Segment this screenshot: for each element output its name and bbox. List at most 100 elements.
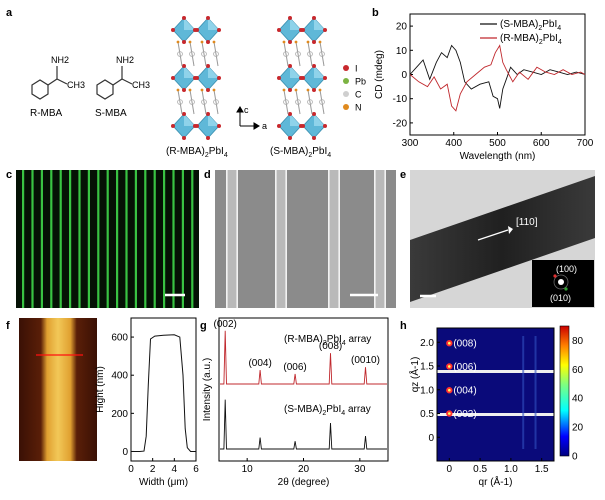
y-tick-label: -20 — [393, 118, 408, 129]
direction-label: [110] — [516, 217, 538, 228]
plot-frame — [409, 13, 586, 136]
phenyl-ring — [283, 99, 289, 105]
x-tick-label: 30 — [354, 464, 366, 475]
iodine-atom — [195, 124, 199, 128]
axis-a-label: a — [262, 121, 267, 131]
iodine-atom — [206, 16, 210, 20]
x-tick-label: 0.5 — [473, 464, 487, 475]
fluorescence-line — [163, 170, 166, 308]
s-mba-label: S-MBA — [95, 108, 127, 119]
legend-atom-i — [343, 65, 349, 71]
fluorescence-line — [125, 170, 128, 308]
nitrogen-atom — [188, 40, 192, 44]
spot-label-010: (010) — [550, 293, 571, 303]
fluorescence-line — [181, 170, 184, 308]
panel-label-b: b — [372, 7, 379, 19]
phenyl-ring — [177, 99, 183, 105]
r-structure-label: (R-MBA)2PbI4 — [166, 146, 228, 159]
octahedron-face — [208, 18, 219, 30]
diffraction-spot-core — [448, 341, 451, 345]
sem-wire-edge — [374, 170, 376, 308]
x-tick-label: 4 — [172, 464, 178, 475]
phenyl-ring — [213, 51, 219, 57]
r-mba-ch3: CH3 — [67, 80, 85, 90]
iodine-atom — [312, 136, 316, 140]
legend-label-n: N — [355, 103, 362, 113]
iodine-atom — [312, 88, 316, 92]
panel-b: b 300 400 500 600 700 20 10 0 -10 -20 (S-MBA)2PbI4… — [372, 7, 594, 162]
crystal-axes-indicator — [236, 106, 260, 130]
y-tick-label: 2.0 — [420, 338, 434, 349]
phenyl-ring — [189, 99, 195, 105]
iodine-atom — [171, 124, 175, 128]
nitrogen-atom — [176, 88, 180, 92]
saed-center-spot — [558, 279, 564, 285]
xrd-pattern-1 — [220, 399, 387, 450]
iodine-atom — [277, 76, 281, 80]
iodine-atom — [217, 124, 221, 128]
x-tick-label: 1.0 — [504, 464, 518, 475]
peak-label-3: (008) — [319, 341, 342, 352]
iodine-atom — [277, 28, 281, 32]
diffraction-spot-core — [448, 412, 451, 415]
panel-label-f: f — [6, 320, 10, 332]
iodine-atom — [206, 40, 210, 44]
iodine-atom — [195, 76, 199, 80]
iodine-atom — [288, 112, 292, 116]
y-tick-label: 600 — [111, 333, 128, 344]
spacer-chain — [295, 41, 301, 67]
iodine-atom — [182, 40, 186, 44]
cd-spectrum-chart: 300 400 500 600 700 20 10 0 -10 -20 (S-MBA)2PbI4(R… — [374, 13, 594, 162]
x-tick-label: 500 — [489, 138, 506, 149]
x-axis-label: 2θ (degree) — [278, 477, 330, 488]
nitrogen-atom — [318, 40, 322, 44]
fluorescence-line — [116, 170, 119, 308]
phenyl-ring — [307, 51, 313, 57]
octahedron-face — [184, 66, 195, 78]
colorbar-tick-label: 80 — [572, 336, 584, 347]
nitrogen-atom — [188, 88, 192, 92]
r-mba-molecule — [31, 66, 68, 100]
iodine-atom — [206, 88, 210, 92]
panel-label-e: e — [400, 169, 406, 181]
fluorescence-line — [40, 170, 43, 308]
sem-wire — [226, 170, 238, 308]
y-axis-label: qz (Å-1) — [408, 357, 421, 393]
spacer-chain — [177, 41, 183, 67]
iodine-atom — [301, 28, 305, 32]
iodine-atom — [288, 40, 292, 44]
y-tick-label: 0 — [428, 433, 434, 444]
spacer-chain — [283, 41, 289, 67]
nitrogen-atom — [306, 88, 310, 92]
phenyl-ring — [283, 51, 289, 57]
octahedron-face — [208, 114, 219, 126]
y-tick-label: -10 — [393, 94, 408, 105]
iodine-atom — [195, 28, 199, 32]
sem-wire — [275, 170, 287, 308]
iodine-atom — [206, 136, 210, 140]
x-tick-label: 0 — [128, 464, 134, 475]
iodine-atom — [182, 112, 186, 116]
iodine-atom — [182, 16, 186, 20]
diffraction-spot-core — [448, 388, 451, 392]
y-tick-label: 0 — [122, 447, 128, 458]
panel-f: f 0 2 4 6 0 200 400 600 Width (μm) Hight (nm) — [6, 317, 199, 488]
peak-label-1: (004) — [248, 358, 271, 369]
iodine-atom — [182, 136, 186, 140]
y-tick-label: 0.5 — [420, 409, 434, 420]
colorbar-tick-label: 40 — [572, 394, 584, 405]
octahedron-face — [208, 66, 219, 78]
spacer-chain — [213, 41, 219, 67]
xrd-chart: 10 20 30 (002) (004) (006) (008) (0010) (R-MBA)2… — [202, 317, 389, 488]
nitrogen-atom — [318, 88, 322, 92]
x-axis-label: qr (Å-1) — [479, 475, 513, 488]
phenyl-ring — [189, 51, 195, 57]
nitrogen-atom — [282, 88, 286, 92]
legend-atom-pb — [343, 78, 349, 84]
saed-spot-100 — [553, 274, 557, 278]
peak-label-2: (006) — [283, 362, 306, 373]
iodine-atom — [182, 64, 186, 68]
panel-label-c: c — [6, 169, 12, 181]
fluorescence-line — [87, 170, 90, 308]
iodine-atom — [171, 76, 175, 80]
